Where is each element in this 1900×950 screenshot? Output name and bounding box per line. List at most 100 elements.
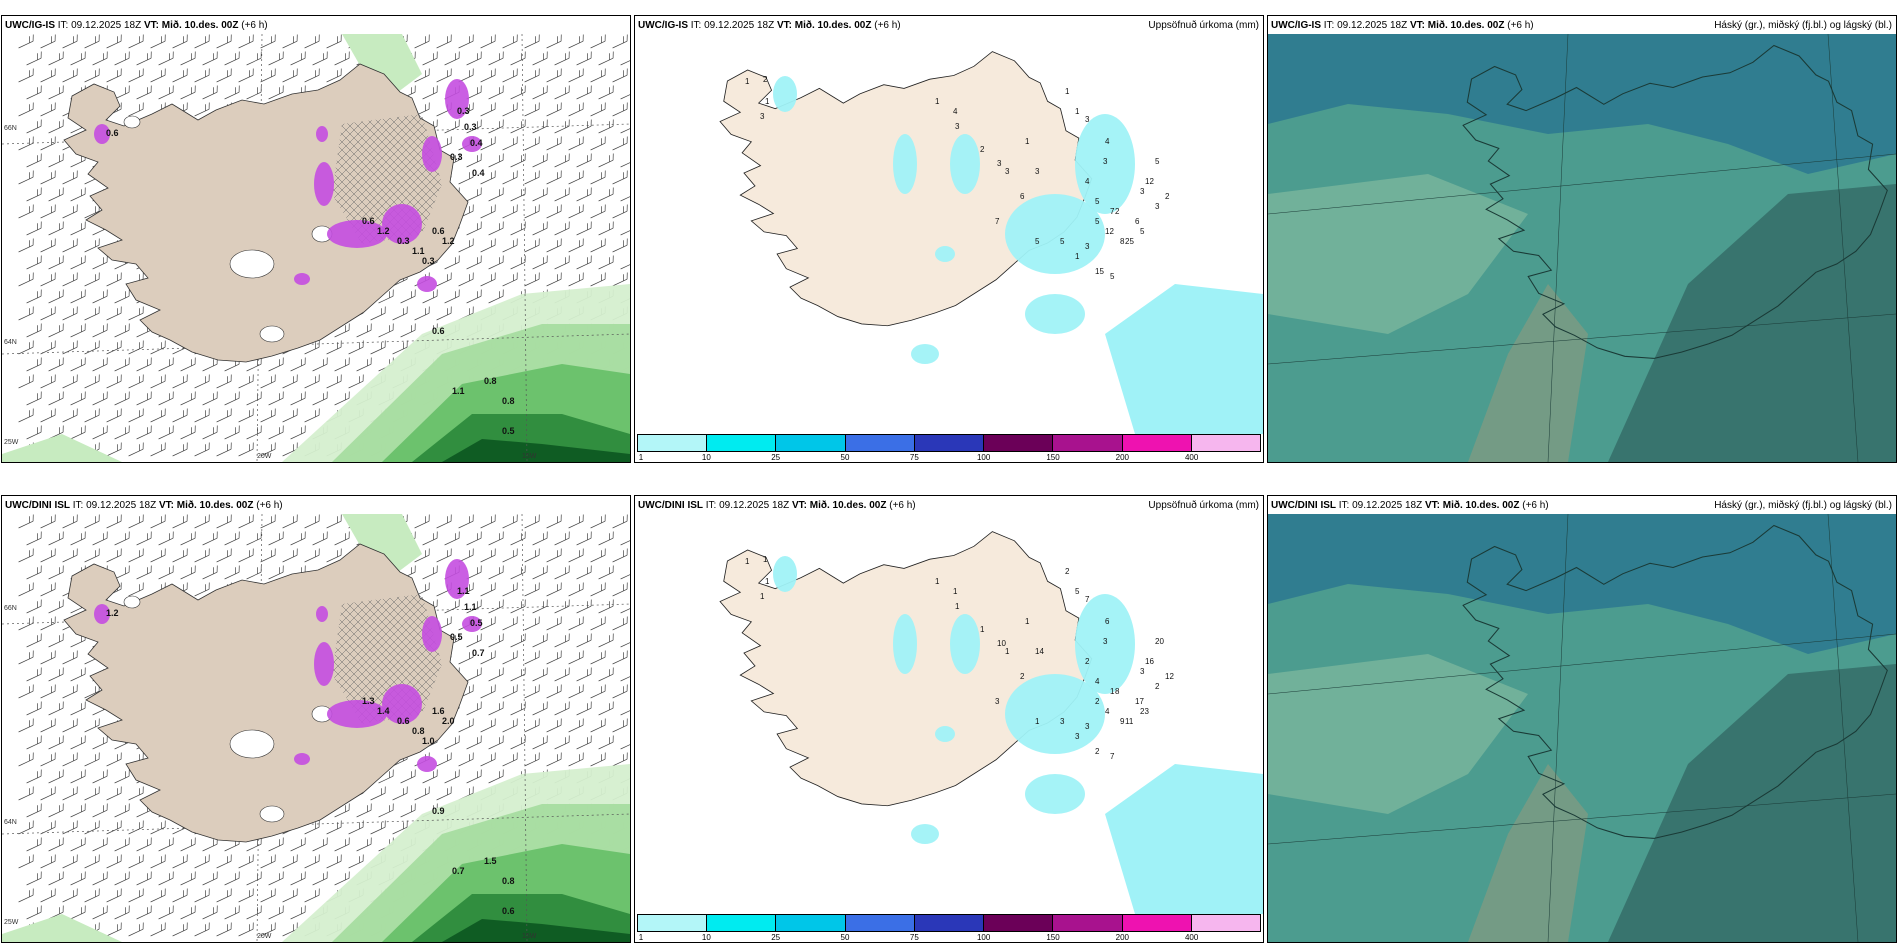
snow-value-label: 1.5 xyxy=(484,856,497,866)
wind-barb xyxy=(18,684,34,699)
snow-area xyxy=(316,126,328,142)
wind-barb xyxy=(150,888,166,903)
wind-barb xyxy=(568,238,584,253)
panel-bottom-left: UWC/DINI ISL IT: 09.12.2025 18Z VT: Mið.… xyxy=(1,495,631,943)
wind-barb xyxy=(106,408,122,423)
wind-barb xyxy=(502,272,518,287)
wind-barb xyxy=(84,888,100,903)
wind-barb xyxy=(128,442,144,457)
wind-barb xyxy=(40,718,56,733)
wind-barb xyxy=(268,565,284,580)
colorbar-swatch xyxy=(1191,435,1260,451)
wind-barb xyxy=(414,34,430,49)
wind-barb xyxy=(480,548,496,563)
precip-value-label: 3 xyxy=(955,122,960,131)
wind-barb xyxy=(194,442,210,457)
wind-barb xyxy=(510,255,526,270)
snow-value-label: 0.5 xyxy=(450,632,463,642)
wind-barb xyxy=(568,68,584,83)
wind-barb xyxy=(114,565,130,580)
wind-barb xyxy=(48,119,64,134)
wind-barb xyxy=(612,514,628,529)
colorbar-swatch xyxy=(845,915,915,931)
wind-barb xyxy=(444,51,460,66)
wind-barb xyxy=(238,442,254,457)
wind-barb xyxy=(106,272,122,287)
wind-barb xyxy=(612,238,628,253)
wind-barb xyxy=(304,514,320,529)
wind-barb xyxy=(480,170,496,185)
wind-speed-area xyxy=(2,914,122,942)
snow-value-label: 1.1 xyxy=(412,246,425,256)
wind-barb xyxy=(598,119,614,134)
longitude-label: 20W xyxy=(257,933,272,940)
wind-barb xyxy=(348,374,364,389)
wind-barb xyxy=(326,820,342,835)
wind-barb xyxy=(194,548,210,563)
wind-barb xyxy=(26,425,42,440)
latitude-label: 64N xyxy=(4,339,17,346)
snow-value-label: 0.8 xyxy=(502,876,515,886)
wind-barb xyxy=(246,85,262,100)
wind-barb xyxy=(598,255,614,270)
longitude-line xyxy=(521,34,528,462)
wind-barb xyxy=(84,408,100,423)
wind-barb xyxy=(620,605,630,614)
wind-barb xyxy=(532,735,548,750)
wind-barb xyxy=(128,68,144,83)
wind-barb xyxy=(524,616,540,631)
wind-barb xyxy=(62,34,78,49)
wind-barb xyxy=(304,854,320,869)
snow-value-label: 0.4 xyxy=(472,168,485,178)
wind-barb xyxy=(150,514,166,529)
precip-value-label: 2 xyxy=(1020,672,1025,681)
wind-barb xyxy=(106,306,122,321)
wind-barb xyxy=(150,922,166,937)
wind-barb xyxy=(576,255,592,270)
wind-barb xyxy=(62,820,78,835)
snow-value-label: 1.3 xyxy=(362,696,375,706)
wind-barb xyxy=(114,85,130,100)
wind-barb xyxy=(546,272,562,287)
wind-barb xyxy=(114,905,130,920)
precip-value-label: 12 xyxy=(1165,672,1174,681)
wind-barb xyxy=(194,34,210,49)
wind-barb xyxy=(532,531,548,546)
wind-barb xyxy=(488,667,504,682)
wind-barb xyxy=(546,68,562,83)
wind-barb xyxy=(510,633,526,648)
wind-barb xyxy=(40,306,56,321)
wind-barb xyxy=(524,548,540,563)
wind-barb xyxy=(18,170,34,185)
wind-barb xyxy=(238,888,254,903)
wind-barb xyxy=(26,391,42,406)
wind-barb xyxy=(18,718,34,733)
wind-barb xyxy=(260,854,276,869)
wind-barb xyxy=(502,684,518,699)
snow-area xyxy=(422,136,442,172)
wind-barb xyxy=(282,888,298,903)
wind-barb xyxy=(84,306,100,321)
wind-barb xyxy=(510,187,526,202)
wind-barb xyxy=(260,922,276,937)
wind-barb xyxy=(422,85,438,100)
wind-barb xyxy=(92,357,108,372)
wind-barb xyxy=(612,548,628,563)
wind-barb xyxy=(26,51,42,66)
wind-barb xyxy=(106,820,122,835)
wind-barb xyxy=(282,922,298,937)
wind-barb xyxy=(172,408,188,423)
wind-barb xyxy=(590,102,606,117)
wind-barb xyxy=(620,261,630,270)
wind-barb xyxy=(224,871,240,886)
wind-barb xyxy=(436,34,452,49)
wind-barb xyxy=(114,871,130,886)
wind-barb xyxy=(612,718,628,733)
wind-barb xyxy=(524,272,540,287)
wind-barb xyxy=(246,531,262,546)
wind-barb xyxy=(172,442,188,457)
wind-barb xyxy=(172,548,188,563)
wind-barb xyxy=(444,289,460,304)
wind-barb xyxy=(546,514,562,529)
colorbar-tick-label: 150 xyxy=(1046,453,1060,462)
